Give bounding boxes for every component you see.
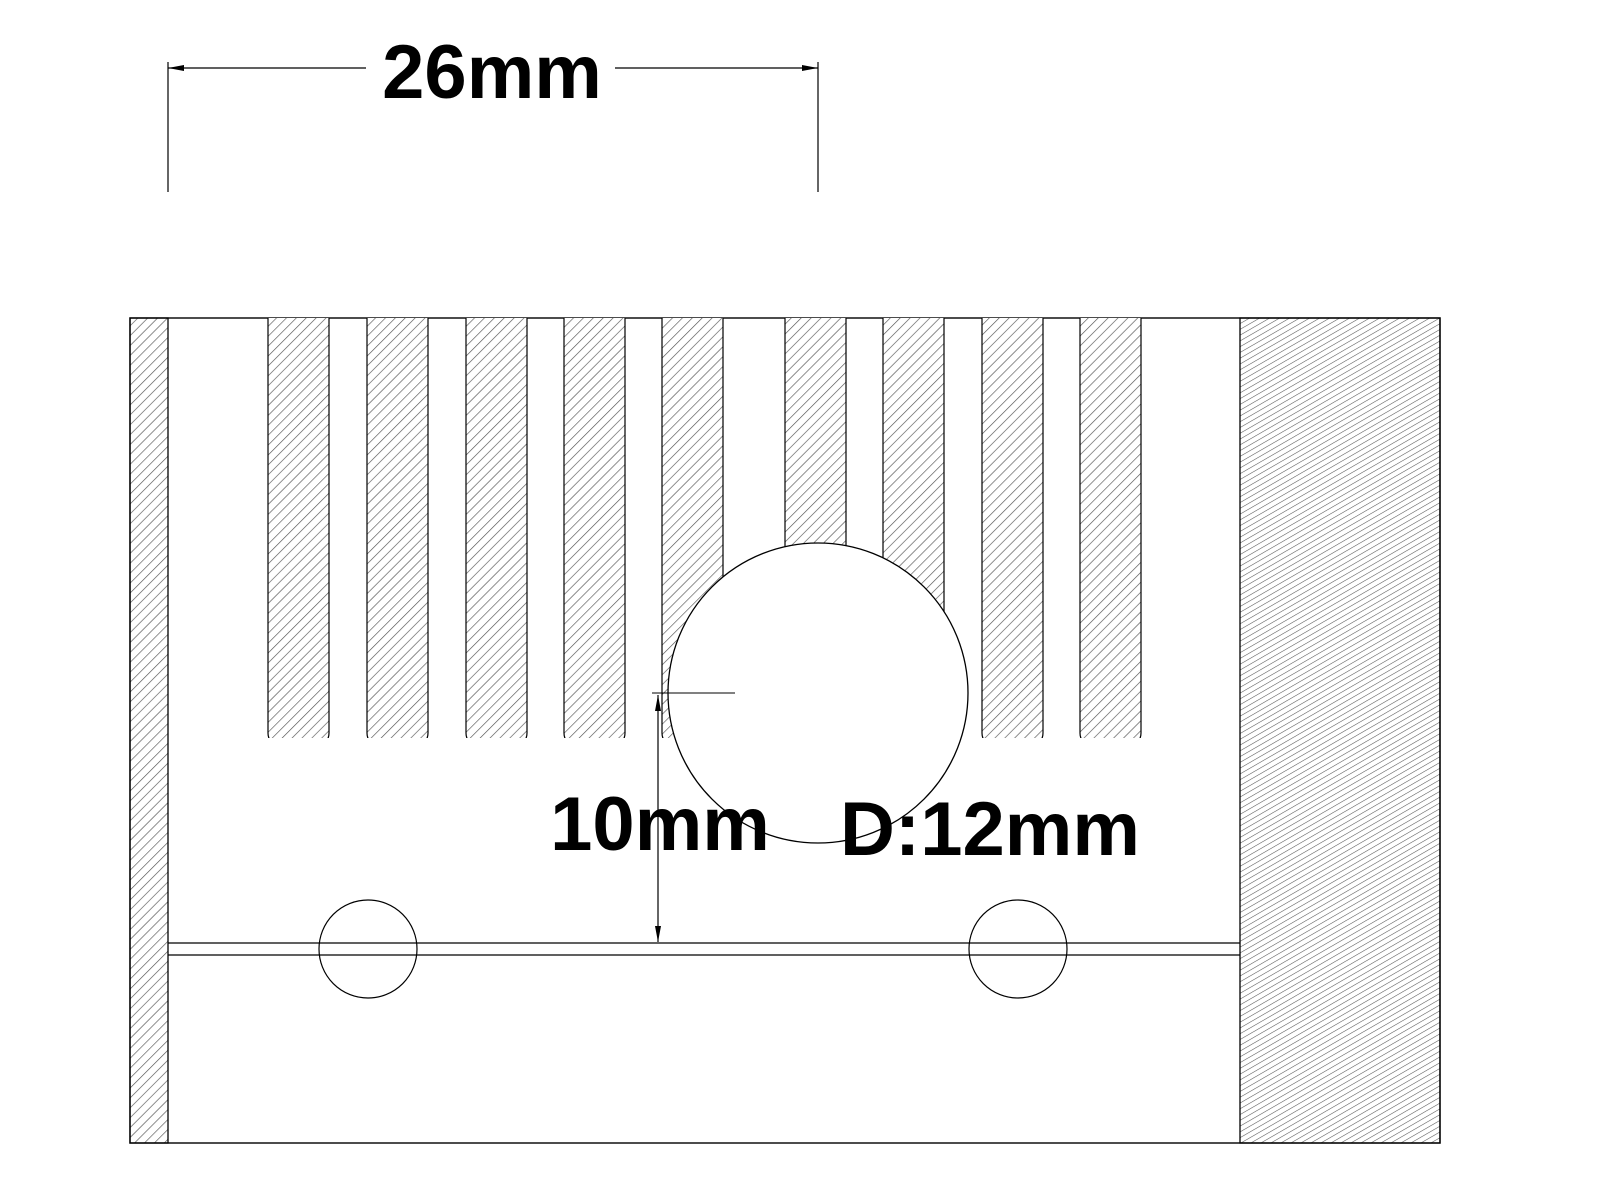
rail [168, 942, 1240, 956]
fin [981, 318, 1044, 738]
mounting-hole-right [968, 899, 1068, 999]
arrow-top [655, 695, 661, 711]
right-block [1239, 317, 1441, 1144]
heatsink-body [129, 317, 1441, 1144]
width-label: 26mm [382, 30, 602, 115]
width-dimension: 26mm [167, 30, 819, 192]
fin [1079, 318, 1142, 738]
large-hole [652, 542, 969, 844]
fins [267, 318, 1142, 738]
arrow-bottom [655, 926, 661, 942]
fin [267, 318, 330, 738]
mounting-hole-left [318, 899, 418, 999]
diameter-label: D:12mm [840, 787, 1140, 872]
height-label: 10mm [550, 782, 770, 867]
arrow-left [168, 65, 184, 71]
arrow-right [802, 65, 818, 71]
fin [563, 318, 626, 738]
fin [465, 318, 528, 738]
fin [366, 318, 429, 738]
height-dimension: 10mm [550, 695, 770, 942]
mounting-holes [318, 899, 1068, 999]
left-wall [129, 317, 169, 1144]
